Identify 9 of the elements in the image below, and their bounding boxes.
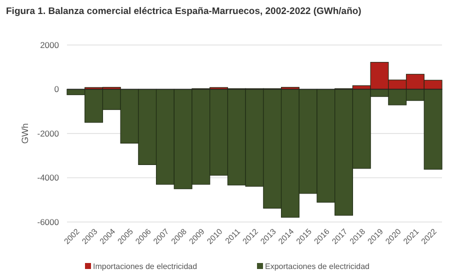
chart-title: Figura 1. Balanza comercial eléctrica España-Marruecos, 2002-2022 (GWh/año)	[6, 6, 362, 17]
legend-label: Exportaciones de electricidad	[265, 262, 370, 271]
y-tick-label: -4000	[37, 172, 60, 183]
y-tick-label: 2000	[40, 40, 60, 50]
y-tick-label: -6000	[37, 216, 60, 227]
y-tick-label: -2000	[37, 128, 60, 138]
y-tick-label: 0	[54, 84, 60, 94]
legend-label: Importaciones de electricidad	[93, 262, 198, 271]
y-axis-title: GWh	[20, 123, 30, 144]
